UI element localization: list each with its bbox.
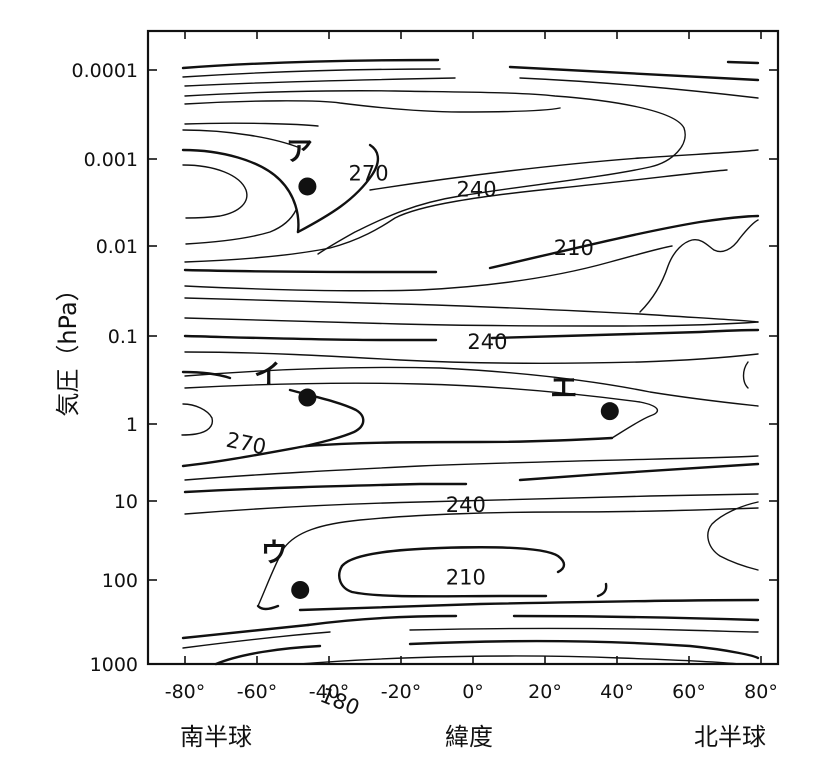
contour-label: 240 bbox=[446, 493, 486, 517]
marker-label: エ bbox=[550, 373, 577, 404]
contour-line bbox=[181, 148, 300, 234]
y-axis: 0.0001 0.001 0.01 0.1 1 10 100 1000 bbox=[72, 60, 778, 676]
contour-line bbox=[184, 317, 759, 327]
y-tick-label: 100 bbox=[102, 570, 138, 592]
x-axis: -80° -60° -40° -20° 0° 20° 40° 60° 80° bbox=[165, 31, 778, 703]
contour-line bbox=[306, 614, 458, 627]
contour-line bbox=[338, 564, 548, 598]
x-tick-label: 80° bbox=[744, 681, 778, 703]
contour-line bbox=[726, 60, 760, 65]
y-tick-label: 0.0001 bbox=[72, 60, 138, 82]
contour-line bbox=[184, 100, 561, 113]
x-tick-label: -20° bbox=[381, 681, 422, 703]
contour-line bbox=[184, 493, 759, 515]
contour-line bbox=[182, 129, 301, 149]
contour-labels: 210 180 210 240 270 240 210 240 270 bbox=[224, 162, 594, 767]
contour-line bbox=[490, 328, 760, 340]
contour-line bbox=[707, 501, 759, 571]
contour-line bbox=[184, 297, 759, 323]
contour-line bbox=[181, 444, 308, 468]
contour-label: 180 bbox=[317, 683, 363, 720]
contour-line bbox=[742, 361, 749, 389]
contour-line bbox=[512, 614, 760, 622]
point-markers: アイウ エ bbox=[254, 136, 619, 599]
contour-line bbox=[518, 462, 760, 482]
contour-line bbox=[298, 598, 760, 612]
contour-label: 210 bbox=[554, 236, 594, 260]
marker-point bbox=[600, 402, 619, 421]
contour-line bbox=[214, 644, 322, 666]
marker-label: イ bbox=[254, 360, 281, 391]
marker-point bbox=[298, 388, 317, 407]
contour-line bbox=[409, 627, 759, 633]
northern-hemisphere-label: 北半球 bbox=[694, 723, 766, 751]
contour-line bbox=[182, 164, 248, 219]
contour-line bbox=[519, 77, 759, 99]
y-axis-title: 気圧（hPa） bbox=[54, 277, 82, 416]
contour-line bbox=[288, 388, 365, 448]
contour-line bbox=[508, 65, 760, 82]
x-tick-label: -80° bbox=[165, 681, 206, 703]
contour-line bbox=[184, 455, 759, 481]
contour-label: 210 bbox=[464, 764, 504, 767]
contour-line bbox=[304, 436, 614, 448]
y-tick-label: 10 bbox=[114, 491, 138, 513]
contour-line bbox=[340, 546, 566, 574]
contour-line bbox=[185, 209, 297, 245]
contour-line bbox=[639, 219, 759, 313]
contour-line bbox=[256, 604, 280, 611]
contour-line bbox=[181, 403, 214, 436]
x-tick-label: 40° bbox=[600, 681, 634, 703]
marker-label: ア bbox=[286, 136, 313, 167]
y-tick-label: 1000 bbox=[90, 654, 138, 676]
contour-line bbox=[181, 623, 310, 640]
contour-label: 270 bbox=[349, 162, 389, 186]
contour-line bbox=[181, 370, 232, 380]
y-tick-label: 0.001 bbox=[84, 149, 138, 171]
contour-line bbox=[184, 90, 686, 255]
contour-line bbox=[184, 169, 728, 263]
contour-line bbox=[184, 122, 319, 127]
contour-label: 270 bbox=[224, 428, 268, 460]
contour-label: 240 bbox=[457, 178, 497, 202]
contour-line bbox=[299, 655, 741, 665]
contour-line bbox=[184, 382, 659, 439]
contour-line bbox=[184, 351, 759, 365]
contour-line bbox=[257, 507, 759, 607]
southern-hemisphere-label: 南半球 bbox=[180, 723, 252, 751]
contour-line bbox=[183, 482, 468, 494]
contour-line bbox=[182, 68, 441, 78]
marker-point bbox=[298, 177, 317, 196]
contour-line bbox=[488, 214, 760, 270]
contour-line bbox=[408, 640, 760, 660]
contour-lines bbox=[181, 58, 760, 666]
y-tick-label: 0.01 bbox=[96, 236, 138, 258]
y-tick-label: 1 bbox=[126, 414, 138, 436]
x-tick-label: 20° bbox=[528, 681, 562, 703]
contour-line bbox=[181, 58, 440, 70]
contour-label: 210 bbox=[446, 566, 486, 590]
marker-point bbox=[291, 580, 310, 599]
contour-line bbox=[184, 366, 759, 407]
x-tick-label: 60° bbox=[672, 681, 706, 703]
x-tick-label: -60° bbox=[237, 681, 278, 703]
contour-label: 240 bbox=[467, 330, 507, 354]
plot-border bbox=[146, 29, 780, 666]
contour-line bbox=[369, 149, 759, 191]
marker-label: ウ bbox=[261, 538, 288, 569]
contour-line bbox=[596, 582, 608, 598]
plot-frame bbox=[146, 29, 780, 666]
contour-line bbox=[183, 268, 438, 274]
contour-line bbox=[184, 245, 673, 292]
contour-line bbox=[183, 334, 438, 342]
x-axis-title: 緯度 bbox=[445, 723, 493, 751]
x-tick-label: 0° bbox=[462, 681, 484, 703]
contour-line bbox=[296, 143, 380, 234]
contour-line bbox=[182, 631, 331, 649]
contour-line bbox=[184, 77, 456, 87]
x-tick-label: -40° bbox=[309, 681, 350, 703]
y-tick-label: 0.1 bbox=[108, 326, 138, 348]
